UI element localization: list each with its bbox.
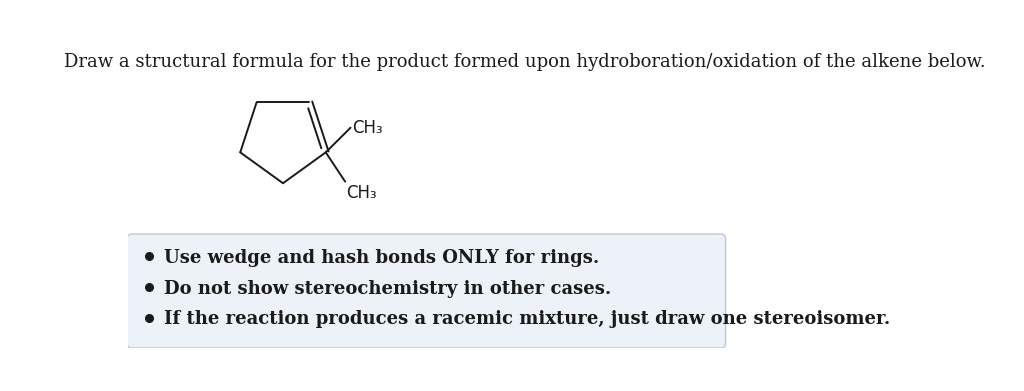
Text: Use wedge and hash bonds ONLY for rings.: Use wedge and hash bonds ONLY for rings. (165, 249, 600, 267)
Text: Do not show stereochemistry in other cases.: Do not show stereochemistry in other cas… (165, 280, 611, 298)
Text: CH₃: CH₃ (346, 184, 377, 202)
FancyBboxPatch shape (127, 234, 726, 348)
Text: Draw a structural formula for the product formed upon hydroboration/oxidation of: Draw a structural formula for the produc… (63, 53, 986, 71)
Text: If the reaction produces a racemic mixture, just draw one stereoisomer.: If the reaction produces a racemic mixtu… (165, 310, 891, 328)
Text: CH₃: CH₃ (352, 119, 383, 137)
